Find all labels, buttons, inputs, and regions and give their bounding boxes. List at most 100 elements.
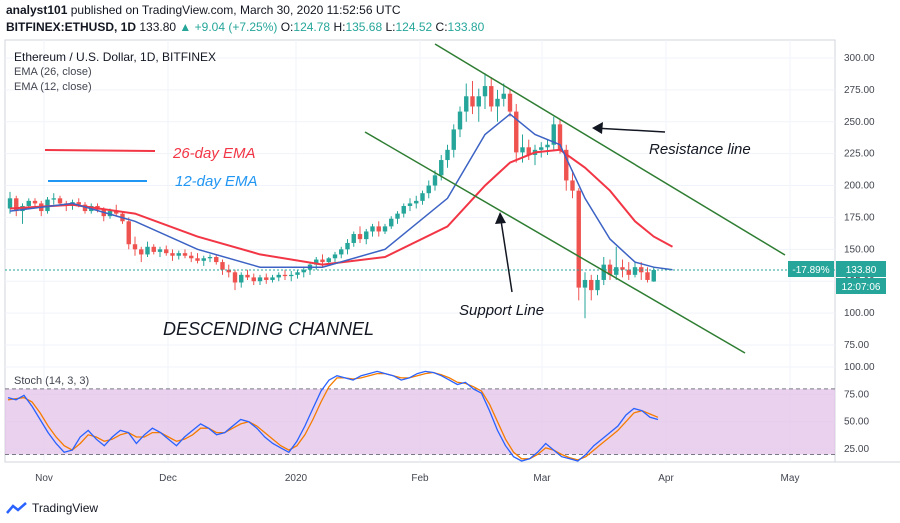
bar-countdown: 12:07:06 <box>842 282 881 293</box>
candle-body <box>270 277 275 280</box>
time-axis: Nov Dec 2020 Feb Mar Apr May <box>35 473 799 484</box>
candle-body <box>345 242 350 250</box>
candle-body <box>57 198 63 204</box>
stoch-tick-label: 50.00 <box>844 417 869 428</box>
ema12-annotation: 12-day EMA <box>175 173 258 190</box>
price-tick-label: 250.00 <box>844 117 875 128</box>
candle-body <box>551 124 556 145</box>
time-tick-label: Dec <box>159 473 177 484</box>
price-tick-label: 175.00 <box>844 212 875 223</box>
candle-body <box>351 234 356 243</box>
chart-header: analyst101 published on TradingView.com,… <box>0 0 900 40</box>
stoch-band <box>5 388 835 455</box>
resistance-annotation: Resistance line <box>649 141 751 158</box>
time-tick-label: Nov <box>35 473 53 484</box>
candle-body <box>570 180 575 191</box>
price-pct: -17.89% <box>792 265 829 276</box>
candle-body <box>545 144 550 148</box>
candle-body <box>157 249 163 252</box>
candle-body <box>182 253 188 256</box>
candle-body <box>564 149 569 181</box>
candle-body <box>626 269 631 275</box>
ohlc-high: 135.68 <box>345 20 383 34</box>
time-tick-label: Mar <box>533 473 551 484</box>
candle-body <box>332 254 338 259</box>
price-tick-label: 300.00 <box>844 53 875 64</box>
price-tick-label: 150.00 <box>844 244 875 255</box>
candle-body <box>251 277 256 282</box>
candle-body <box>451 129 456 150</box>
candle-body <box>514 111 519 153</box>
channel-annotation: DESCENDING CHANNEL <box>163 319 374 339</box>
candle-body <box>301 269 306 273</box>
candle-body <box>257 277 263 282</box>
candle-body <box>620 267 625 270</box>
candle-body <box>482 86 488 97</box>
price-tick-label: 75.00 <box>844 340 869 351</box>
candle-body <box>151 246 156 252</box>
candle-body <box>264 277 269 280</box>
stoch-d-line <box>7 371 659 461</box>
ema12-indicator-label[interactable]: EMA (12, close) <box>14 81 92 93</box>
candle-body <box>432 175 438 186</box>
candle-body <box>26 200 31 206</box>
candle-body <box>501 93 506 99</box>
stoch-band-fill <box>5 388 835 455</box>
ohlc-open: 124.78 <box>293 20 331 34</box>
candle-body <box>595 279 600 291</box>
price-tick-label: 275.00 <box>844 85 875 96</box>
candle-body <box>476 96 481 107</box>
stoch-indicator-label[interactable]: Stoch (14, 3, 3) <box>14 375 90 387</box>
candle-body <box>414 200 419 204</box>
candle-body <box>239 274 244 283</box>
publish-info: analyst101 published on TradingView.com,… <box>6 3 401 17</box>
tradingview-brand: TradingView <box>32 501 99 515</box>
candle-body <box>232 272 238 283</box>
candle-body <box>495 98 500 107</box>
price-tick-label: 200.00 <box>844 181 875 192</box>
candle-body <box>426 185 431 194</box>
ema12-line <box>9 113 673 271</box>
ohlc-close: 133.80 <box>447 20 485 34</box>
candle-body <box>489 86 494 107</box>
resistance-arrow <box>593 127 666 133</box>
ohlc-l-label: L: <box>385 20 396 34</box>
candle-body <box>389 218 394 227</box>
candle-body <box>32 200 38 204</box>
candle-body <box>632 267 638 275</box>
tradingview-icon <box>6 502 27 514</box>
candle-body <box>320 259 325 263</box>
time-tick-label: May <box>781 473 800 484</box>
candle-body <box>176 253 181 256</box>
stoch-tick-label: 25.00 <box>844 444 869 455</box>
price-tick-label: 225.00 <box>844 149 875 160</box>
stoch-axis: 100.00 75.00 50.00 25.00 <box>844 362 875 455</box>
stoch-tick-label: 75.00 <box>844 389 869 400</box>
tradingview-logo[interactable]: TradingView <box>6 501 98 515</box>
resistance-channel-line <box>434 43 786 256</box>
ema26-indicator-label[interactable]: EMA (26, close) <box>14 66 92 78</box>
candle-body <box>295 272 300 275</box>
candle-body <box>470 96 475 107</box>
candle-body <box>220 262 225 270</box>
ohlc-h-label: H: <box>333 20 346 34</box>
symbol-name[interactable]: BITFINEX:ETHUSD, 1D <box>6 20 137 34</box>
candle-body <box>139 249 144 255</box>
ohlc-low: 124.52 <box>395 20 433 34</box>
support-arrow <box>499 213 513 293</box>
ema26-legend-line <box>44 149 156 152</box>
candles <box>7 73 656 319</box>
candle-body <box>132 244 138 250</box>
ema26-annotation: 26-day EMA <box>172 145 256 162</box>
candle-body <box>314 259 319 265</box>
author-name[interactable]: analyst101 <box>6 3 68 17</box>
candle-body <box>395 213 400 219</box>
candle-body <box>520 147 525 153</box>
time-tick-label: Feb <box>411 473 429 484</box>
annotation-arrows <box>495 122 666 293</box>
ohlc-o-label: O: <box>280 20 294 34</box>
candle-body <box>439 160 444 176</box>
candle-body <box>407 203 413 206</box>
candle-body <box>645 272 650 280</box>
